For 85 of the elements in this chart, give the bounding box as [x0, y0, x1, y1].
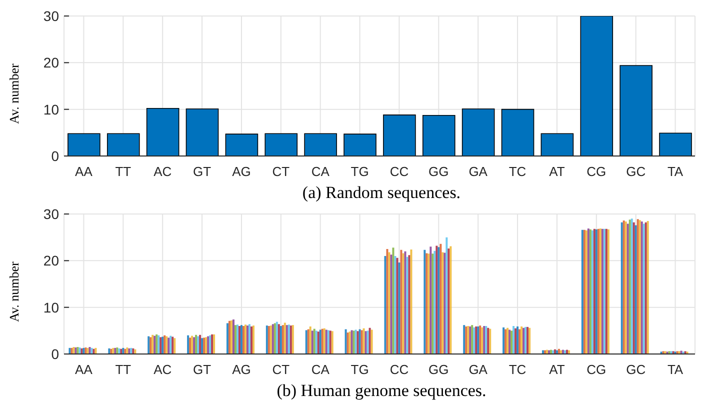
x-tick-label: CT [272, 362, 290, 378]
bar [226, 323, 228, 354]
x-tick-label: GG [428, 164, 449, 180]
text: (a) Random sequences. [301, 182, 462, 204]
x-tick-label: AG [232, 362, 251, 378]
bar [580, 16, 614, 156]
bar [462, 108, 495, 156]
bar [344, 134, 376, 156]
bar [501, 108, 534, 156]
x-tick-label: GC [626, 362, 646, 378]
y-tick-label: 10 [43, 101, 60, 118]
x-tick-label: CT [272, 164, 290, 180]
bar [390, 254, 392, 354]
bar [392, 248, 394, 354]
bar [309, 326, 312, 354]
x-tick-label: GT [193, 164, 212, 180]
x-tick-label: GA [468, 362, 488, 378]
bar [344, 329, 347, 354]
x-tick-label: AC [154, 362, 172, 378]
x-tick-label: TC [508, 164, 526, 180]
bar [225, 134, 258, 156]
bar [68, 133, 100, 156]
bar [284, 322, 286, 354]
x-tick-label: GC [626, 164, 646, 180]
x-tick-label: TT [115, 164, 132, 180]
bar [146, 108, 180, 156]
bar [446, 237, 448, 354]
x-tick-label: TG [350, 164, 369, 180]
bar [440, 244, 442, 354]
x-tick-label: GG [428, 362, 449, 378]
bar [398, 262, 400, 354]
x-tick-label: AA [75, 362, 93, 378]
bar [659, 132, 692, 156]
x-tick-label: GT [193, 362, 212, 378]
x-tick-label: CG [586, 164, 606, 180]
x-tick-label: TT [115, 362, 132, 378]
x-tick-label: TA [667, 164, 684, 180]
bar [400, 250, 402, 354]
text: (b) Human genome sequences. [276, 380, 488, 402]
y-tick-label: 20 [43, 54, 60, 71]
y-axis-title: Av. number [6, 261, 22, 322]
y-axis-title: Av. number [6, 63, 22, 124]
bar [424, 250, 426, 354]
x-tick-label: CG [586, 362, 606, 378]
x-tick-label: CA [311, 362, 330, 378]
bar [448, 248, 450, 354]
bar [186, 108, 219, 156]
bar [386, 249, 388, 354]
x-tick-label: AC [154, 164, 172, 180]
bar [450, 246, 452, 354]
bar [264, 133, 298, 156]
y-tick-label: 30 [43, 206, 60, 222]
bar [432, 254, 434, 354]
x-tick-label: CC [390, 362, 409, 378]
x-tick-label: CA [311, 164, 330, 180]
x-tick-label: AT [549, 362, 565, 378]
x-tick-label: TC [508, 362, 526, 378]
x-tick-label: TA [667, 362, 684, 378]
y-tick-label: 30 [43, 8, 60, 24]
bar [634, 225, 637, 354]
bar [540, 133, 574, 156]
y-tick-label: 10 [43, 299, 60, 316]
bar [304, 133, 337, 156]
x-tick-label: AA [75, 164, 93, 180]
bar [383, 114, 416, 156]
bar [422, 115, 456, 156]
y-tick-label: 20 [43, 252, 60, 269]
y-tick-label: 0 [51, 346, 60, 362]
y-tick-label: 0 [51, 148, 60, 164]
x-tick-label: TG [350, 362, 369, 378]
bar [388, 252, 390, 354]
bar [632, 222, 635, 354]
x-tick-label: CC [390, 164, 409, 180]
bar [518, 329, 521, 354]
bar [434, 250, 436, 354]
bar [106, 133, 140, 156]
x-tick-label: AG [232, 164, 251, 180]
bar [620, 65, 652, 156]
x-tick-label: GA [468, 164, 488, 180]
bar [187, 335, 190, 354]
bar [430, 246, 432, 354]
x-tick-label: AT [549, 164, 565, 180]
bar [410, 249, 412, 354]
bar [384, 256, 386, 354]
bar [626, 224, 629, 354]
